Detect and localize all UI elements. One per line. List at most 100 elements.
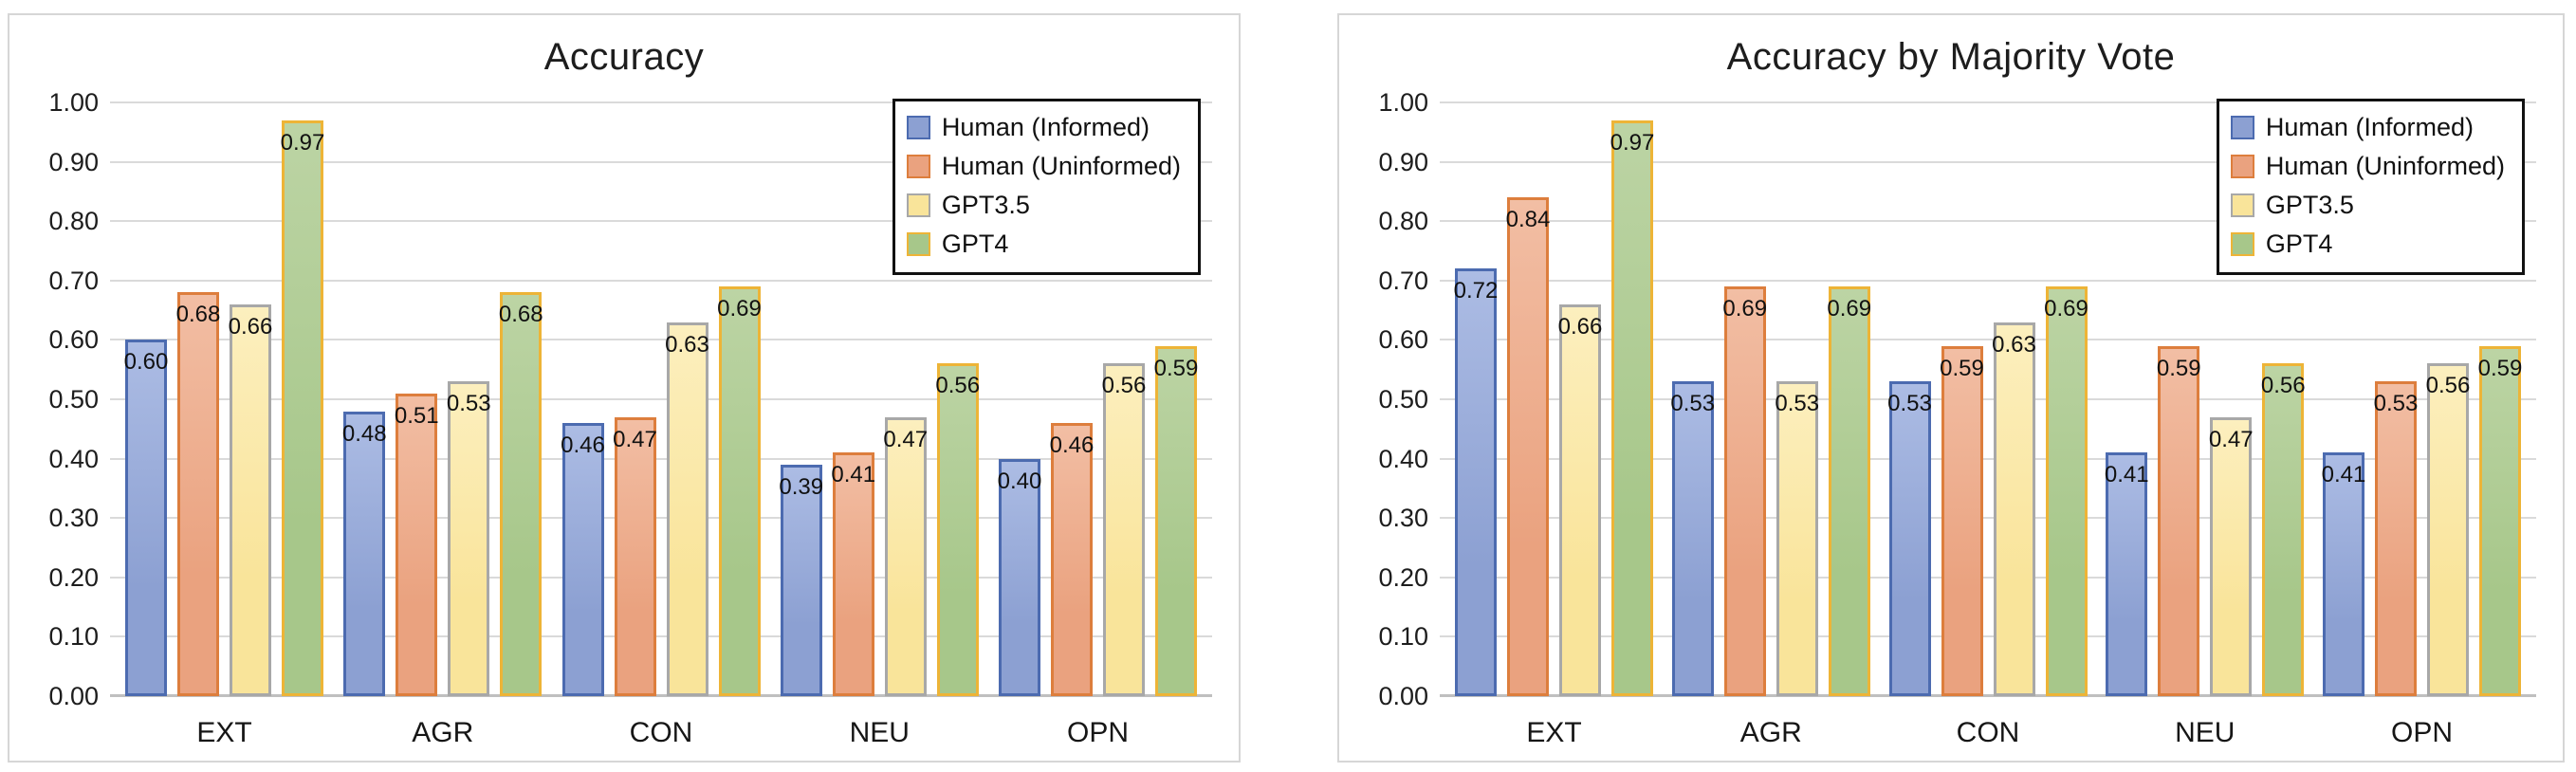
bar-group-con: 0.53 0.59 0.63 0.69: [1887, 102, 2088, 696]
bar-opn-human-uninformed: 0.53: [2374, 381, 2418, 696]
bar-agr-human-uninformed: 0.51: [394, 393, 439, 696]
bar-agr-human-informed: 0.48: [341, 411, 387, 696]
x-axis-category-label-neu: NEU: [2175, 717, 2236, 748]
chart-panel-accuracy-majority-vote: Accuracy by Majority Vote 0.00 0.10 0.20 0.…: [1337, 13, 2565, 763]
legend-swatch-human-informed: [2230, 116, 2254, 139]
gridline: [1440, 160, 2536, 163]
y-axis-tick-label: 0.30: [48, 504, 99, 533]
gridline: [1440, 457, 2536, 460]
legend-label: GPT4: [2265, 230, 2333, 258]
y-axis-tick-label: 1.00: [48, 88, 99, 117]
gridline: [1440, 279, 2536, 282]
bar-opn-human-informed: 0.41: [2321, 452, 2366, 696]
bar-con-gpt3-5: 0.63: [1992, 322, 2036, 696]
bar-agr-human-informed: 0.53: [1670, 381, 1716, 696]
legend: Human (Informed) Human (Uninformed) GPT3.5…: [2216, 99, 2525, 275]
gridline: [110, 635, 1212, 638]
bar-agr-gpt4: 0.68: [498, 292, 543, 696]
bar-ext-human-uninformed: 0.68: [176, 292, 220, 696]
gridline: [110, 101, 1212, 103]
gridline: [1440, 339, 2536, 341]
y-axis-tick-label: 0.00: [48, 682, 99, 710]
bar-opn-gpt3-5: 0.56: [1101, 363, 1147, 696]
bar-value-label: 0.47: [613, 426, 657, 452]
bar-value-label: 0.41: [2321, 462, 2366, 488]
bar-neu-gpt3-5: 0.47: [2208, 416, 2254, 696]
y-axis-tick-label: 0.20: [48, 562, 99, 592]
x-axis-category-label-neu: NEU: [849, 717, 910, 748]
bar-value-label: 0.46: [561, 432, 605, 459]
x-axis-line: [110, 694, 1212, 697]
bar-value-label: 0.68: [498, 302, 543, 328]
bar-value-label: 0.60: [123, 349, 169, 376]
gridline: [110, 339, 1212, 341]
y-axis-tick-label: 0.20: [1378, 562, 1428, 592]
gridline: [1440, 101, 2536, 103]
bar-neu-gpt4: 0.56: [935, 363, 981, 696]
bar-neu-human-uninformed: 0.41: [831, 452, 876, 696]
bar-value-label: 0.39: [779, 473, 824, 500]
gridline: [110, 457, 1212, 460]
bar-value-label: 0.59: [1153, 355, 1199, 381]
bar-value-label: 0.63: [665, 331, 709, 358]
y-axis-tick-label: 1.00: [1378, 88, 1428, 117]
bar-con-human-uninformed: 0.47: [613, 416, 657, 696]
bar-value-label: 0.53: [1670, 391, 1716, 417]
y-axis-tick-label: 0.80: [1378, 207, 1428, 236]
legend-label: Human (Informed): [941, 113, 1150, 141]
bar-value-label: 0.53: [446, 391, 491, 417]
chart-title: Accuracy: [543, 36, 705, 78]
bar-value-label: 0.47: [2208, 426, 2254, 452]
legend-item-human-informed: Human (Informed): [906, 113, 1181, 142]
bar-value-label: 0.51: [394, 402, 439, 429]
legend-swatch-human-uninformed: [2230, 155, 2254, 178]
bar-value-label: 0.56: [935, 373, 981, 399]
bar-value-label: 0.41: [831, 462, 876, 488]
bar-neu-human-informed: 0.39: [779, 464, 824, 696]
bar-value-label: 0.69: [717, 296, 762, 322]
gridline: [1440, 635, 2536, 638]
bar-value-label: 0.46: [1049, 432, 1095, 459]
bar-neu-human-uninformed: 0.59: [2157, 345, 2201, 696]
bar-value-label: 0.72: [1453, 278, 1499, 304]
y-axis-tick-label: 0.60: [48, 325, 99, 355]
bar-ext-gpt4: 0.97: [281, 119, 324, 696]
bar-group-agr: 0.53 0.69 0.53 0.69: [1670, 102, 1872, 696]
legend-swatch-human-informed: [906, 116, 930, 139]
bar-ext-gpt4: 0.97: [1610, 119, 1654, 696]
legend-item-human-informed: Human (Informed): [2230, 113, 2505, 142]
bar-value-label: 0.56: [2260, 373, 2306, 399]
legend-label: GPT3.5: [2265, 191, 2354, 219]
gridline: [1440, 220, 2536, 223]
bar-agr-gpt3-5: 0.53: [446, 381, 491, 696]
plot-area: 0.00 0.10 0.20 0.30 0.40 0.50 0.60 0.70 0.80 0.90…: [48, 88, 1212, 710]
bar-agr-human-uninformed: 0.69: [1722, 286, 1767, 696]
plot-bars: 0.60 0.68 0.66 0.97 0.48 0.51 0.53 0.68 0.46 0.47…: [110, 102, 1212, 696]
bar-value-label: 0.84: [1505, 207, 1551, 233]
y-axis-tick-label: 0.40: [1378, 444, 1428, 473]
bar-opn-human-uninformed: 0.46: [1049, 423, 1095, 696]
y-axis-tick-label: 0.00: [1378, 682, 1428, 710]
y-axis-tick-label: 0.50: [1378, 385, 1428, 414]
y-axis-tick-label: 0.80: [48, 207, 99, 236]
bar-con-human-informed: 0.46: [561, 423, 605, 696]
bar-value-label: 0.56: [2425, 373, 2471, 399]
legend-swatch-gpt3-5: [906, 193, 930, 217]
x-axis-category-label-ext: EXT: [1526, 717, 1582, 748]
legend-item-human-uninformed: Human (Uninformed): [2230, 152, 2505, 181]
bar-value-label: 0.48: [341, 420, 387, 447]
bar-group-ext: 0.60 0.68 0.66 0.97: [123, 102, 324, 696]
y-axis-tick-label: 0.10: [1378, 622, 1428, 652]
bar-value-label: 0.53: [1775, 391, 1820, 417]
bar-value-label: 0.41: [2104, 462, 2149, 488]
bar-ext-human-informed: 0.60: [123, 340, 169, 696]
bar-value-label: 0.56: [1101, 373, 1147, 399]
bar-opn-gpt3-5: 0.56: [2425, 363, 2471, 696]
bar-con-gpt4: 0.69: [2044, 286, 2088, 696]
bar-group-neu: 0.39 0.41 0.47 0.56: [779, 102, 981, 696]
bar-group-opn: 0.41 0.53 0.56 0.59: [2321, 102, 2522, 696]
legend: Human (Informed) Human (Uninformed) GPT3.5…: [892, 99, 1201, 275]
legend-label: Human (Uninformed): [2265, 152, 2505, 180]
bar-value-label: 0.69: [1827, 296, 1872, 322]
